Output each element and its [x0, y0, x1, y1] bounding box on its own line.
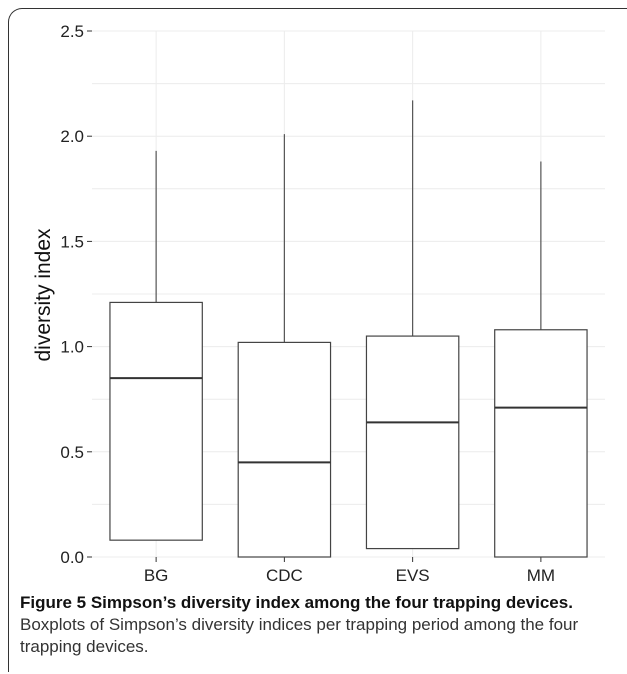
x-tick-label: BG [144, 566, 169, 585]
box-cdc [237, 134, 332, 558]
figure-caption: Figure 5 Simpson’s diversity index among… [20, 592, 620, 658]
figure-frame [8, 8, 627, 672]
y-tick-label: 1.5 [60, 232, 84, 251]
box-bg [109, 150, 203, 541]
y-tick-label: 2.0 [60, 127, 84, 146]
y-tick-label: 0.5 [60, 443, 84, 462]
iqr-box [365, 335, 460, 550]
iqr-box [494, 329, 588, 558]
iqr-box [109, 301, 203, 541]
box-mm [494, 161, 588, 558]
boxplot-chart: 0.0 0.5 1.0 1.5 2.0 2.5 BG CDC EVS MM diversity … [32, 22, 605, 585]
y-axis-label: diversity index [32, 228, 55, 362]
x-tick-label: CDC [266, 566, 303, 585]
y-tick-label: 0.0 [60, 548, 84, 567]
caption-title: Figure 5 Simpson’s diversity index among… [20, 593, 573, 612]
boxes-group [109, 100, 588, 558]
caption-text: Boxplots of Simpson’s diversity indices … [20, 615, 579, 656]
x-tick-label: MM [527, 566, 555, 585]
x-tick-label: EVS [396, 566, 430, 585]
box-evs [365, 100, 460, 550]
iqr-box [237, 341, 332, 558]
y-tick-label: 2.5 [60, 22, 84, 41]
y-axis: 0.0 0.5 1.0 1.5 2.0 2.5 [60, 22, 92, 567]
x-axis: BG CDC EVS MM [144, 557, 555, 585]
y-tick-label: 1.0 [60, 338, 84, 357]
